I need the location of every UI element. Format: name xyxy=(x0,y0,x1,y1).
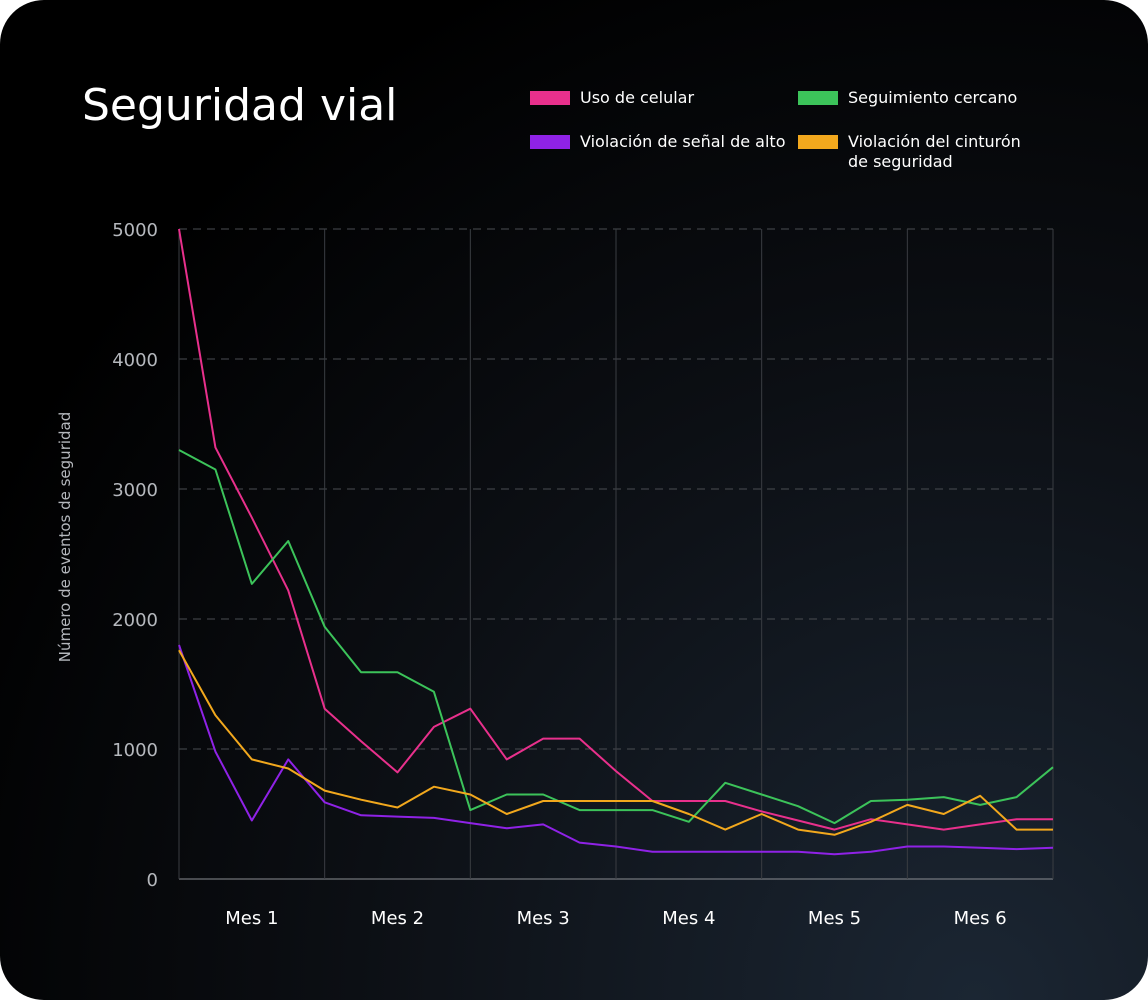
y-tick-label: 0 xyxy=(147,870,158,891)
legend-label: Violación del cinturón de seguridad xyxy=(848,132,1021,171)
legend-label: Seguimiento cercano xyxy=(848,88,1018,107)
legend-label: Violación de señal de alto xyxy=(580,132,786,151)
x-tick-label: Mes 5 xyxy=(808,908,861,929)
series-line xyxy=(178,449,1054,825)
x-tick-label: Mes 6 xyxy=(954,908,1007,929)
y-tick-label: 4000 xyxy=(112,350,158,371)
y-tick-label: 5000 xyxy=(112,220,158,241)
legend-item: Violación del cinturón de seguridad xyxy=(798,132,1048,172)
x-tick-label: Mes 3 xyxy=(517,908,570,929)
y-tick-label: 2000 xyxy=(112,610,158,631)
x-tick-label: Mes 2 xyxy=(371,908,424,929)
x-tick-label: Mes 4 xyxy=(662,908,715,929)
y-axis-label: Número de eventos de seguridad xyxy=(56,412,74,663)
legend-item: Seguimiento cercano xyxy=(798,88,1017,108)
legend-item: Uso de celular xyxy=(530,88,694,108)
legend-swatch xyxy=(530,91,570,105)
chart-title: Seguridad vial xyxy=(82,80,398,131)
legend-item: Violación de señal de alto xyxy=(530,132,785,152)
legend-swatch xyxy=(530,135,570,149)
series-line xyxy=(178,649,1053,836)
legend-swatch xyxy=(798,135,838,149)
y-tick-label: 1000 xyxy=(112,740,158,761)
y-tick-label: 3000 xyxy=(112,480,158,501)
x-tick-label: Mes 1 xyxy=(225,908,278,929)
legend-swatch xyxy=(798,91,838,105)
series-line xyxy=(178,228,1053,831)
legend-label: Uso de celular xyxy=(580,88,695,107)
series-line xyxy=(178,644,1054,856)
